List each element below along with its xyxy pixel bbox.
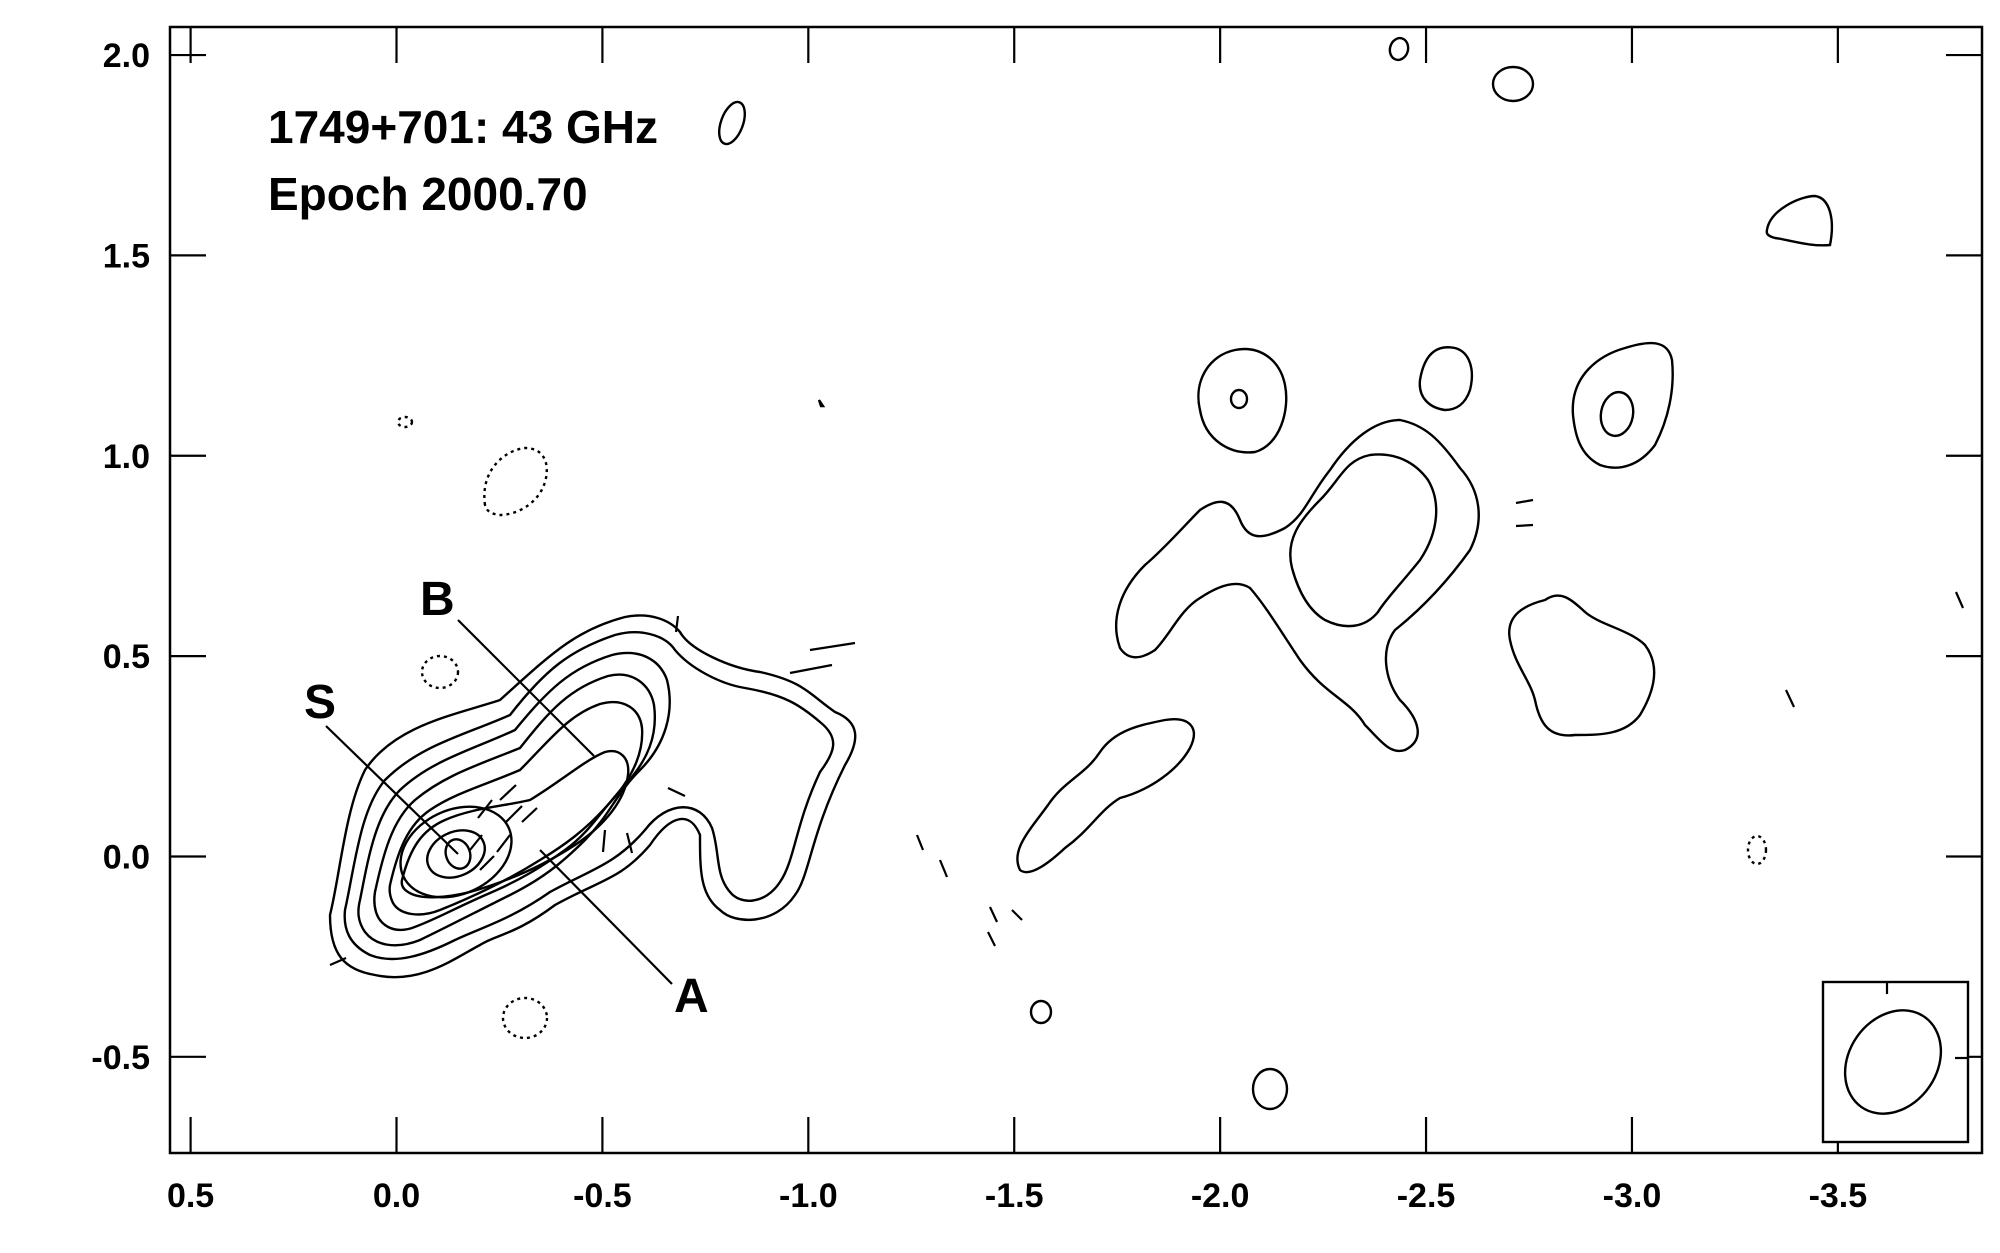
pol-vector [915, 834, 925, 851]
y-tick-label: 2.0 [103, 37, 150, 75]
jet-contour-1 [1016, 718, 1196, 874]
leader-line-a [539, 849, 673, 985]
component-label-s: S [304, 676, 336, 729]
y-tick-label: 1.5 [103, 237, 150, 275]
jet-contour-16 [817, 399, 826, 408]
pol-vector [674, 615, 680, 633]
core-contours [328, 614, 857, 979]
jet-contour-14 [1029, 999, 1053, 1025]
core-contour-3 [357, 651, 671, 947]
plot-frame [168, 25, 1984, 1155]
jet-contour-5 [1229, 388, 1249, 410]
jet-contour-10 [1765, 194, 1834, 247]
jet-contour-11 [1491, 65, 1535, 103]
pol-vector [1954, 591, 1965, 609]
core-contour-2 [343, 631, 835, 961]
jet-contour-4 [1197, 347, 1288, 454]
y-tick-label: 0.5 [103, 638, 150, 676]
pol-vector [1011, 909, 1023, 921]
neg-contour-3 [501, 996, 549, 1040]
beam-inset [1821, 980, 1970, 1144]
jet-contour-12 [1388, 36, 1410, 62]
core-contour-8 [426, 829, 486, 879]
pol-vector [601, 829, 607, 853]
pol-vector [789, 663, 833, 675]
y-tick-label: -0.5 [91, 1039, 150, 1077]
pol-vector [521, 807, 538, 823]
pol-vector [987, 931, 996, 947]
pol-vector [469, 834, 483, 851]
core-contour-4 [373, 673, 656, 932]
axis-tick-labels: 0.5 0.0 -0.5 -1.0 -1.5 -2.0 -2.5 -3.0 -3.5 2.0 1.5… [91, 37, 1867, 1215]
axis-ticks [170, 27, 1982, 1153]
x-tick-label: -2.5 [1397, 1177, 1456, 1215]
component-label-a: A [674, 970, 709, 1023]
pol-vector [938, 859, 949, 878]
x-tick-label: 0.0 [373, 1177, 420, 1215]
core-contour-5 [388, 701, 644, 916]
negative-contours [396, 415, 1768, 1040]
pol-vector [809, 641, 856, 652]
component-markers: S A B [304, 573, 709, 1023]
y-tick-label: 0.0 [103, 838, 150, 876]
pol-vector [499, 784, 517, 801]
neg-contour-4 [396, 415, 414, 429]
jet-contour-8 [1599, 390, 1635, 438]
leader-line-b [457, 619, 595, 757]
pol-vector [1515, 523, 1534, 528]
chart-subtitle: Epoch 2000.70 [268, 168, 588, 220]
x-tick-label: -2.0 [1191, 1177, 1250, 1215]
jet-contours [718, 36, 1834, 1111]
x-tick-label: 0.5 [167, 1177, 214, 1215]
jet-contour-6 [1418, 346, 1474, 412]
core-contour-9 [444, 838, 472, 870]
pol-vector [477, 799, 493, 819]
pol-vector [1515, 498, 1534, 505]
jet-contour-2 [1115, 418, 1480, 753]
jet-contour-3 [1289, 453, 1438, 628]
polarization-vectors [329, 498, 1965, 967]
x-tick-label: -1.0 [779, 1177, 838, 1215]
x-tick-label: -0.5 [573, 1177, 632, 1215]
chart-title: 1749+701: 43 GHz [268, 101, 658, 153]
x-tick-label: -1.5 [985, 1177, 1044, 1215]
jet-contour-7 [1571, 341, 1674, 469]
pol-vector [989, 906, 998, 923]
neg-contour-5 [1746, 834, 1768, 866]
pol-vector [505, 805, 523, 823]
x-tick-label: -3.0 [1603, 1177, 1662, 1215]
leader-line-s [325, 725, 459, 855]
pol-vector [479, 855, 495, 871]
pol-vector [625, 832, 634, 854]
core-contour-1 [328, 614, 857, 979]
pol-vector [667, 787, 686, 797]
pol-vector [1785, 689, 1795, 708]
x-tick-label: -3.5 [1809, 1177, 1868, 1215]
neg-contour-2 [420, 654, 460, 690]
pol-vector [496, 834, 511, 853]
core-contour-7 [399, 805, 513, 899]
jet-contour-13 [718, 100, 746, 146]
jet-contour-15 [1251, 1067, 1289, 1111]
component-label-b: B [420, 573, 455, 626]
beam-ellipse [1843, 1009, 1943, 1115]
y-tick-label: 1.0 [103, 438, 150, 476]
pol-vector [329, 956, 347, 967]
jet-contour-9 [1508, 594, 1656, 737]
beam-box [1821, 980, 1970, 1144]
neg-contour-1 [483, 446, 548, 517]
